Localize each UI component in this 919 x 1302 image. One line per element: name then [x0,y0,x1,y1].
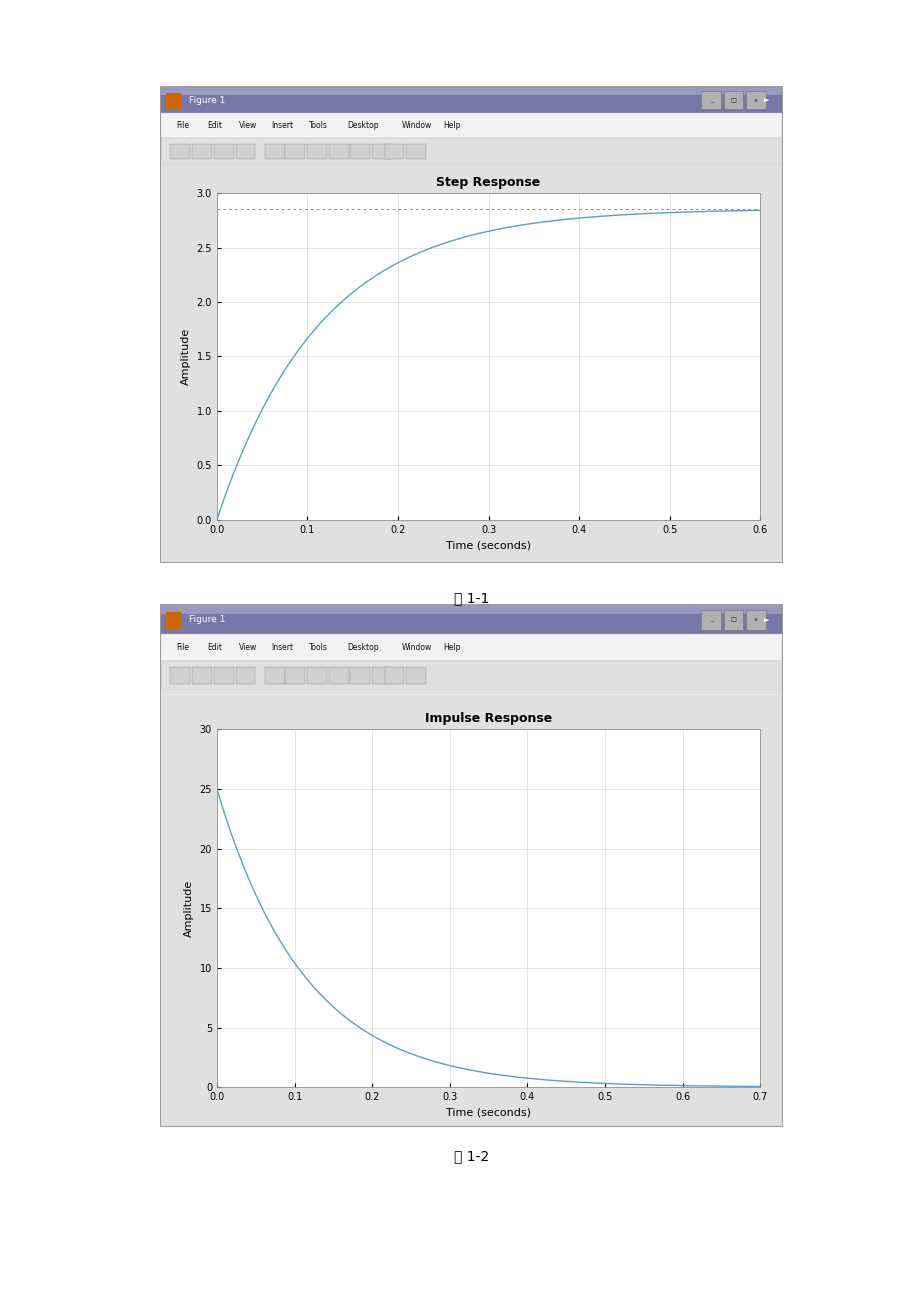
X-axis label: Time (seconds): Time (seconds) [446,540,530,551]
FancyBboxPatch shape [192,667,211,684]
FancyBboxPatch shape [285,143,305,159]
Text: File: File [176,643,189,652]
Text: 图 1-2: 图 1-2 [454,1150,489,1164]
FancyBboxPatch shape [265,667,285,684]
FancyBboxPatch shape [213,667,233,684]
Title: Impulse Response: Impulse Response [425,712,551,725]
Text: Edit: Edit [208,643,222,652]
Text: Window: Window [402,121,432,130]
FancyBboxPatch shape [161,164,781,562]
Text: ►: ► [764,98,769,103]
Text: Help: Help [443,643,460,652]
FancyBboxPatch shape [161,87,781,95]
FancyBboxPatch shape [165,94,181,108]
FancyBboxPatch shape [328,667,348,684]
FancyBboxPatch shape [384,667,404,684]
FancyBboxPatch shape [350,667,369,684]
Text: Tools: Tools [309,121,327,130]
FancyBboxPatch shape [745,609,765,630]
FancyBboxPatch shape [161,690,781,1126]
Title: Step Response: Step Response [436,176,540,189]
FancyBboxPatch shape [165,612,181,629]
FancyBboxPatch shape [161,661,781,690]
Text: Window: Window [402,643,432,652]
FancyBboxPatch shape [192,143,211,159]
Text: Help: Help [443,121,460,130]
Text: _: _ [709,98,712,103]
FancyBboxPatch shape [723,609,743,630]
X-axis label: Time (seconds): Time (seconds) [446,1108,530,1117]
FancyBboxPatch shape [161,113,781,138]
FancyBboxPatch shape [328,143,348,159]
FancyBboxPatch shape [161,87,781,113]
Text: □: □ [730,98,736,103]
FancyBboxPatch shape [161,138,781,164]
FancyBboxPatch shape [161,605,781,1126]
Text: Insert: Insert [271,643,293,652]
Text: Desktop: Desktop [347,643,379,652]
FancyBboxPatch shape [161,634,781,661]
Text: Edit: Edit [208,121,222,130]
Y-axis label: Amplitude: Amplitude [181,328,191,385]
FancyBboxPatch shape [406,667,425,684]
FancyBboxPatch shape [350,143,369,159]
FancyBboxPatch shape [307,667,326,684]
FancyBboxPatch shape [265,143,285,159]
Text: View: View [238,643,256,652]
FancyBboxPatch shape [307,143,326,159]
Text: Figure 1: Figure 1 [188,96,225,104]
FancyBboxPatch shape [161,605,781,634]
FancyBboxPatch shape [723,91,743,109]
Text: Insert: Insert [271,121,293,130]
FancyBboxPatch shape [745,91,765,109]
FancyBboxPatch shape [384,143,404,159]
Y-axis label: Amplitude: Amplitude [184,880,194,937]
FancyBboxPatch shape [170,143,190,159]
Text: 图 1-1: 图 1-1 [454,591,489,605]
FancyBboxPatch shape [372,667,391,684]
FancyBboxPatch shape [161,87,781,562]
Text: ►: ► [764,617,769,622]
FancyBboxPatch shape [406,143,425,159]
Text: View: View [238,121,256,130]
Text: x: x [754,98,757,103]
FancyBboxPatch shape [285,667,305,684]
FancyBboxPatch shape [700,609,720,630]
Text: x: x [754,617,757,622]
FancyBboxPatch shape [170,667,190,684]
FancyBboxPatch shape [372,143,391,159]
FancyBboxPatch shape [161,605,781,615]
FancyBboxPatch shape [235,667,255,684]
Text: □: □ [730,617,736,622]
FancyBboxPatch shape [700,91,720,109]
Text: Tools: Tools [309,643,327,652]
FancyBboxPatch shape [235,143,255,159]
Text: _: _ [709,617,712,622]
Text: File: File [176,121,189,130]
Text: Figure 1: Figure 1 [188,616,225,624]
FancyBboxPatch shape [213,143,233,159]
Text: Desktop: Desktop [347,121,379,130]
